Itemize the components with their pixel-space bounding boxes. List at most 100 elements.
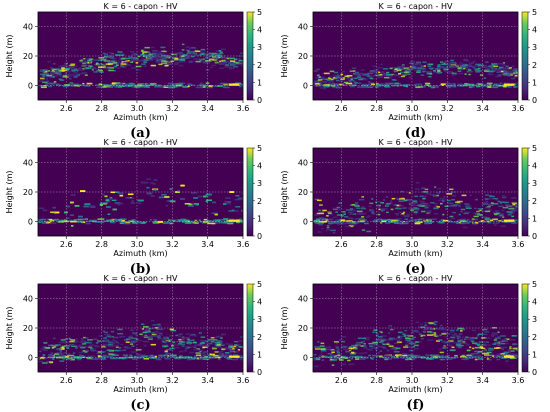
x-tick-label: 2.6 xyxy=(335,376,348,385)
heatmap-cell xyxy=(357,337,364,340)
heatmap-cell xyxy=(210,340,215,343)
heatmap-cell xyxy=(181,345,185,347)
heatmap-cell xyxy=(63,84,70,86)
colorbar-tick-label: 3 xyxy=(257,315,262,324)
heatmap-cell xyxy=(403,222,409,224)
heatmap-cell xyxy=(169,334,175,337)
heatmap-cell xyxy=(179,350,184,353)
heatmap-cell xyxy=(120,54,125,56)
heatmap-cell xyxy=(59,75,64,77)
heatmap-cell xyxy=(398,335,403,338)
heatmap-cell xyxy=(487,198,493,200)
heatmap-cell xyxy=(187,358,192,361)
heatmap-cell xyxy=(173,52,178,55)
heatmap-cell xyxy=(40,218,47,221)
heatmap-cell xyxy=(216,53,222,56)
heatmap-cell xyxy=(463,212,469,215)
heatmap-cell xyxy=(343,213,346,215)
heatmap-cell xyxy=(492,211,498,213)
heatmap-cell xyxy=(194,335,197,337)
heatmap-cell xyxy=(437,72,441,74)
heatmap-cell xyxy=(139,333,143,336)
heatmap-cell xyxy=(201,341,205,344)
heatmap-cell xyxy=(228,345,234,347)
heatmap-cell xyxy=(82,62,87,65)
heatmap-cell xyxy=(45,221,52,224)
heatmap-cell xyxy=(466,70,470,73)
heatmap-cell xyxy=(149,82,157,85)
heatmap-cell xyxy=(145,331,150,333)
heatmap-cell xyxy=(355,358,360,360)
heatmap-cell xyxy=(483,201,489,204)
heatmap-cell xyxy=(42,346,47,348)
heatmap-cell xyxy=(228,57,231,60)
heatmap-cell xyxy=(183,349,187,352)
heatmap-cell xyxy=(509,206,514,209)
heatmap-cell xyxy=(187,51,194,53)
heatmap-cell xyxy=(131,57,137,59)
heatmap-cell xyxy=(361,84,368,87)
heatmap-cell xyxy=(383,73,387,75)
heatmap-cell xyxy=(423,322,428,324)
heatmap-cell xyxy=(440,61,444,63)
heatmap-cell xyxy=(334,86,340,88)
heatmap-cell xyxy=(124,355,128,358)
heatmap-cell xyxy=(446,333,451,335)
heatmap-cell xyxy=(86,64,91,67)
heatmap-cell xyxy=(154,330,159,333)
heatmap-cell xyxy=(465,338,468,341)
heatmap-cell xyxy=(355,341,362,344)
heatmap-cell xyxy=(371,83,376,86)
heatmap-cell xyxy=(185,337,190,339)
panel-title: K = 6 - capon - HV xyxy=(104,138,178,147)
panel-a: K = 6 - capon - HV2.6 2.8 3.0 3.2 3.4 3.60204… xyxy=(5,2,262,141)
heatmap-cell xyxy=(465,355,472,358)
heatmap-cell xyxy=(377,336,383,338)
heatmap-cell xyxy=(415,83,422,86)
heatmap-cell xyxy=(151,327,156,330)
heatmap-cell xyxy=(512,343,517,345)
heatmap-cell xyxy=(199,352,206,355)
heatmap-cell xyxy=(378,341,383,343)
heatmap-cell xyxy=(165,85,170,87)
heatmap-cell xyxy=(471,218,475,220)
heatmap-cell xyxy=(115,64,119,67)
heatmap-cell xyxy=(492,86,499,89)
heatmap-cell xyxy=(313,365,319,368)
heatmap-cell xyxy=(369,202,374,205)
heatmap-cell xyxy=(67,341,71,343)
heatmap-cell xyxy=(402,353,408,355)
heatmap-cell xyxy=(500,225,506,227)
heatmap-cell xyxy=(349,70,356,72)
heatmap-cell xyxy=(62,357,66,360)
heatmap-cell xyxy=(128,336,133,338)
heatmap-cell xyxy=(238,59,243,62)
heatmap-cell xyxy=(80,338,84,340)
heatmap-cell xyxy=(420,337,424,340)
heatmap-cell xyxy=(188,334,195,337)
heatmap-cell xyxy=(215,344,221,346)
heatmap-cell xyxy=(205,52,209,54)
heatmap-cell xyxy=(354,348,358,350)
heatmap-cell xyxy=(340,335,347,338)
heatmap-cell xyxy=(186,52,192,55)
heatmap-cell xyxy=(199,355,203,358)
heatmap-cell xyxy=(348,79,355,82)
heatmap-cell xyxy=(513,76,518,78)
heatmap-cell xyxy=(381,207,388,210)
heatmap-cell xyxy=(381,220,387,223)
heatmap-cell xyxy=(205,219,212,222)
colorbar-tick-label: 4 xyxy=(532,162,537,171)
heatmap-cell xyxy=(198,54,202,57)
heatmap-cell xyxy=(335,211,339,213)
heatmap-cell xyxy=(475,83,478,86)
heatmap-cell xyxy=(512,203,516,206)
heatmap-cell xyxy=(472,222,479,224)
heatmap-cell xyxy=(66,70,70,73)
heatmap-cell xyxy=(497,221,500,224)
heatmap-cell xyxy=(382,71,385,73)
heatmap-cell xyxy=(61,67,65,69)
colorbar-tick-label: 0 xyxy=(532,232,537,241)
heatmap-cell xyxy=(41,75,45,77)
heatmap-cell xyxy=(434,323,437,326)
